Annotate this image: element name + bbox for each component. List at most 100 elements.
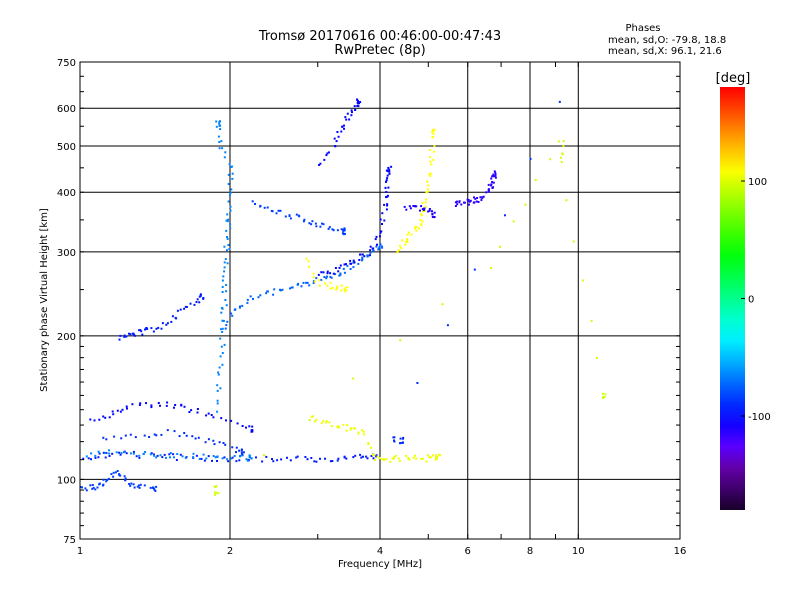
data-point <box>339 272 342 275</box>
data-point <box>91 487 94 490</box>
data-point <box>90 452 93 455</box>
data-point <box>334 273 337 276</box>
data-point <box>173 430 176 433</box>
y-tick-label: 750 <box>57 58 76 69</box>
data-point <box>231 177 234 180</box>
data-point <box>596 357 599 359</box>
data-point <box>216 389 219 392</box>
data-point <box>380 230 383 233</box>
data-point <box>314 222 317 225</box>
data-point <box>220 307 223 309</box>
data-point <box>385 180 387 183</box>
data-point <box>366 457 369 460</box>
data-point <box>119 453 122 456</box>
data-point <box>325 277 328 280</box>
data-point <box>416 382 419 384</box>
data-point <box>214 493 217 496</box>
data-point <box>132 450 135 453</box>
data-point <box>385 179 388 182</box>
data-point <box>279 209 282 212</box>
x-tick-label: 2 <box>227 546 233 557</box>
data-point <box>376 455 379 458</box>
data-point <box>379 231 382 234</box>
data-point <box>199 293 202 296</box>
data-point <box>490 184 492 187</box>
data-point <box>135 455 138 458</box>
data-point <box>325 421 328 424</box>
data-point <box>342 233 345 236</box>
data-point <box>195 454 198 457</box>
data-point <box>487 183 490 186</box>
data-point <box>340 228 343 231</box>
data-point <box>89 484 92 487</box>
data-point <box>250 429 253 432</box>
data-point <box>215 485 218 488</box>
data-point <box>334 145 337 148</box>
data-point <box>315 225 318 228</box>
data-point <box>296 455 299 458</box>
data-point <box>108 416 111 419</box>
data-point <box>529 157 532 160</box>
data-point <box>265 292 268 295</box>
data-point <box>198 295 201 298</box>
data-point <box>346 264 349 267</box>
data-point <box>402 436 405 439</box>
data-point <box>271 458 273 460</box>
data-point <box>108 455 111 457</box>
data-point <box>348 118 351 121</box>
data-point <box>369 245 372 248</box>
data-point <box>221 457 224 460</box>
data-point <box>369 251 372 254</box>
data-point <box>431 128 434 131</box>
data-point <box>233 455 236 457</box>
data-point <box>85 455 88 458</box>
data-point <box>241 425 244 427</box>
data-point <box>229 205 232 208</box>
data-point <box>335 288 337 291</box>
data-point <box>220 328 222 331</box>
data-point <box>372 453 375 456</box>
data-point <box>335 140 338 143</box>
data-point <box>376 243 378 246</box>
data-point <box>160 327 163 330</box>
data-point <box>216 456 219 458</box>
data-point <box>590 319 593 322</box>
data-point <box>165 323 168 326</box>
data-point <box>225 304 228 307</box>
x-axis-label: Frequency [MHz] <box>338 559 422 570</box>
data-point <box>421 208 424 211</box>
data-point <box>142 452 145 455</box>
data-point <box>479 196 482 199</box>
data-point <box>124 335 127 338</box>
data-point <box>427 210 430 213</box>
data-point <box>222 275 225 278</box>
data-point <box>212 439 215 442</box>
data-point <box>118 338 121 341</box>
data-point <box>221 327 224 330</box>
data-point <box>558 100 561 103</box>
data-point <box>120 437 123 440</box>
data-point <box>431 131 434 134</box>
data-point <box>239 305 241 308</box>
data-point <box>512 220 515 223</box>
data-point <box>217 135 220 138</box>
data-point <box>353 261 356 264</box>
data-point <box>318 164 321 166</box>
data-point <box>224 299 227 301</box>
data-point <box>456 200 458 203</box>
data-point <box>230 166 232 168</box>
data-point <box>224 327 227 330</box>
data-point <box>324 457 326 460</box>
data-point <box>323 158 326 161</box>
data-point <box>427 184 430 187</box>
data-point <box>345 263 347 266</box>
data-point <box>259 294 262 297</box>
data-point <box>306 281 309 284</box>
data-point <box>305 281 308 284</box>
data-point <box>308 419 311 422</box>
data-point <box>313 420 316 423</box>
data-point <box>216 460 218 462</box>
data-point <box>218 122 221 125</box>
data-point <box>485 191 488 194</box>
